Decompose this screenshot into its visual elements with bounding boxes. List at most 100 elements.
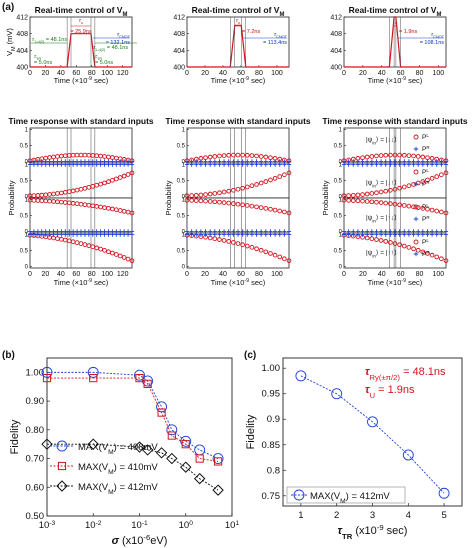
panel-b-xtick-label-part: 1 — [235, 520, 239, 527]
vm-ytick-label: 400 — [173, 65, 185, 72]
pr-point — [425, 162, 430, 167]
legend-pl-marker — [413, 204, 419, 210]
prob-ytick-label-part: 1 — [25, 128, 29, 134]
vm-plot-title-part: M — [436, 12, 441, 18]
legend-pr-label-part: P — [422, 146, 426, 153]
tau-u-label: τu — [236, 18, 240, 25]
prob-ytick-label: 0 — [25, 159, 29, 165]
pr-point — [31, 162, 37, 167]
tau-cnot-label-part: τ — [117, 32, 120, 38]
psi-label: |ψin⟩ = |↓↑⟩ — [366, 179, 397, 189]
tau-cnot-value: = 113.4ns — [263, 40, 287, 46]
pl-point — [406, 153, 412, 158]
pr-point — [439, 162, 444, 167]
panel-c-legend-label-part: ) = 412mV — [346, 491, 391, 502]
pr-point — [43, 232, 48, 237]
prob-ytick-label: 0 — [182, 194, 186, 200]
tau-cnot-label: τCNOT — [117, 32, 131, 39]
pl-point — [189, 198, 194, 203]
pl-point — [254, 182, 259, 187]
vm-xlabel-part: Time (×10 — [368, 76, 402, 85]
panel-c-annotation-u-part: τ — [365, 384, 370, 396]
pr-point — [402, 232, 407, 237]
pl-point — [125, 256, 131, 262]
vm-xtick-label: 60 — [72, 70, 80, 77]
pl-point — [286, 210, 292, 216]
pl-point — [117, 175, 123, 180]
pl-point — [268, 177, 273, 183]
prob-ytick-label: 0.5 — [20, 179, 29, 185]
panel-c-ytick-label-part: 0.95 — [262, 389, 281, 400]
pr-point — [71, 162, 76, 167]
pr-point — [189, 232, 194, 237]
psi-label-part: |ψ — [366, 137, 373, 144]
pl-point — [341, 197, 347, 203]
tau-cnot-label-part: CNOT — [119, 35, 131, 39]
prob-ytick-label-part: 1 — [182, 128, 186, 134]
prob-ytick-label-part: 0.5 — [20, 179, 29, 185]
panel-c-ytick-label: 0.85 — [262, 440, 281, 451]
pr-point — [420, 232, 425, 237]
pl-point — [240, 185, 245, 191]
tau-tr-value-right-part: = 5.0ns — [95, 60, 113, 66]
pr-point — [249, 232, 255, 237]
panel-c-ytick-label-part: 0.75 — [262, 491, 281, 502]
prob-ytick-label-part: 0.5 — [334, 214, 343, 220]
panel-b-point-410 — [42, 374, 52, 383]
pr-point — [397, 162, 402, 167]
pr-point — [39, 232, 44, 237]
prob-xtick-label-part: 60 — [237, 271, 245, 278]
pl-point — [397, 202, 402, 208]
pr-point — [39, 162, 44, 167]
pl-point — [374, 190, 379, 196]
tau-tr-label-left-part: τ — [34, 54, 37, 60]
panel-b-ytick-label-part: 0.50 — [26, 511, 45, 522]
vm-xtick-label-part: 20 — [359, 70, 367, 77]
prob-xtick-label: 40 — [378, 271, 386, 278]
panel-b-ytick-label: 0.50 — [26, 511, 45, 522]
pl-point — [98, 181, 103, 187]
pr-point — [240, 232, 245, 237]
vm-xtick-label: 0 — [342, 70, 346, 77]
pr-point — [47, 232, 52, 237]
vm-xlabel-part: -9 — [87, 76, 92, 82]
vm-xtick-label-part: 80 — [416, 70, 424, 77]
pl-point — [189, 193, 194, 198]
panel-b-xtick-label: 10-3 — [39, 520, 56, 532]
panel-c-xlabel: τTR (x10-9 sec) — [338, 523, 408, 541]
prob-xlabel-part: -9 — [87, 278, 92, 284]
prob-ytick-label: 1 — [25, 163, 29, 169]
panel-b-legend-label-part: M — [108, 449, 114, 456]
panel-b-point-412 — [180, 461, 192, 473]
tau-tr-label-right-part: τ — [95, 54, 98, 60]
pr-point — [86, 232, 91, 237]
vm-xtick-label-part: 0 — [185, 70, 189, 77]
vm-ylabel-part: M — [11, 46, 17, 50]
prob-ytick-label-part: 1 — [25, 233, 29, 239]
prob-xlabel-part: Time (×10 — [54, 278, 88, 287]
psi-label: |ψin⟩ = |↓↓⟩ — [366, 136, 397, 146]
response-plot-title-part: Time response with standard inputs — [165, 116, 311, 126]
pl-point — [221, 238, 227, 243]
vm-xtick-label-part: 80 — [255, 70, 263, 77]
pl-point — [434, 174, 440, 179]
prob-axes-frame — [29, 232, 133, 269]
legend-pr-label-part: R — [426, 215, 430, 220]
prob-ytick-label: 0 — [182, 229, 186, 235]
panel-label-a: (a) — [2, 2, 14, 13]
prob-xtick-label-part: 80 — [416, 271, 424, 278]
prob-ytick-label-part: 0 — [182, 159, 186, 165]
prob-ytick-label-part: 0 — [25, 229, 29, 235]
panel-b-ytick-label: 0.70 — [26, 454, 45, 465]
response-plot-title: Time response with standard inputs — [165, 116, 311, 126]
prob-axes-frame — [29, 197, 133, 234]
pr-point — [43, 162, 48, 167]
pl-point — [374, 153, 379, 159]
panel-b-series-line — [47, 443, 219, 491]
prob-ytick-label-part: 0.5 — [20, 249, 29, 255]
panel-b-point-412 — [166, 452, 178, 465]
pr-point — [118, 162, 123, 167]
pr-point — [129, 162, 135, 167]
panel-b-ytick-label: 0.90 — [26, 396, 45, 407]
pl-point — [401, 184, 407, 190]
